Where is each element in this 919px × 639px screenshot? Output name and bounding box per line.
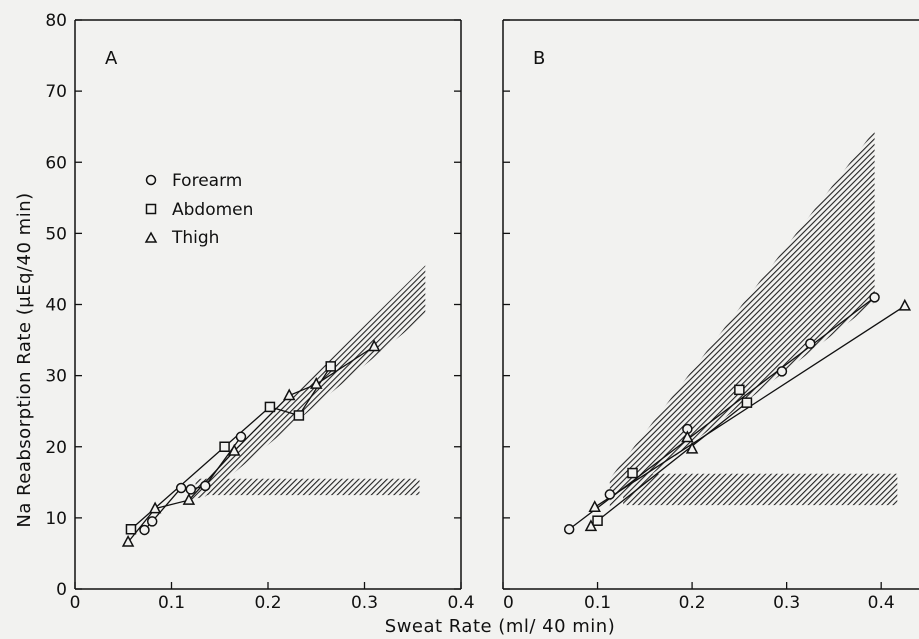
panel-a-point-thigh — [310, 377, 323, 389]
panel-b-point-thigh — [584, 519, 598, 532]
legend-item-abdomen: Abdomen — [145, 200, 253, 220]
panel-b-point-abdomen — [741, 397, 753, 408]
panel-b-fit-line-2 — [597, 402, 748, 522]
panel-a-y-tick-label: 50 — [45, 224, 67, 244]
panel-b-point-thigh — [588, 500, 601, 512]
panel-a-point-thigh — [148, 501, 162, 514]
panel-b-point-forearm — [604, 489, 616, 500]
panel-a-point-forearm — [139, 524, 150, 536]
panel-a-x-tick-label: 0.1 — [158, 593, 185, 613]
panel-b-point-abdomen — [734, 384, 745, 396]
legend-marker-square — [145, 203, 157, 215]
panel-b-point-abdomen — [627, 467, 638, 479]
panel-a-point-abdomen — [325, 361, 336, 372]
panel-a-y-tick-label: 0 — [56, 580, 67, 600]
panel-b-x-tick-label: 0.4 — [868, 593, 895, 613]
panel-a-point-abdomen — [125, 524, 137, 535]
panel-a-x-tick-label: 0.3 — [351, 593, 378, 613]
data-points — [121, 292, 912, 547]
legend-label-thigh: Thigh — [171, 228, 219, 248]
panel-a-x-tick-label: 0 — [70, 593, 81, 613]
legend-marker-triangle — [144, 231, 158, 243]
legend-label-abdomen: Abdomen — [172, 200, 253, 220]
panel-a-y-tick-label: 30 — [45, 367, 67, 387]
legend-item-forearm: Forearm — [145, 171, 242, 191]
panel-a-y-tick-label: 60 — [45, 153, 67, 173]
panel-a-y-tick-label: 10 — [45, 509, 67, 529]
panel-a-point-forearm — [146, 516, 158, 527]
panel-a-point-forearm — [200, 480, 211, 492]
panel-b-label: B — [533, 48, 545, 69]
panel-a-y-tick-label: 80 — [45, 11, 67, 31]
legend-label-forearm: Forearm — [172, 171, 242, 191]
panel-a-point-forearm — [175, 482, 187, 494]
panel-b-x-tick-label: 0.3 — [773, 593, 800, 613]
panel-a-y-tick-label: 40 — [45, 296, 67, 316]
panel-b-point-thigh — [681, 430, 694, 443]
panel-a-point-thigh — [121, 534, 135, 547]
panel-a-point-thigh — [227, 443, 241, 456]
panel-b-point-forearm — [805, 338, 816, 349]
panel-b-x-tick-label: 0.1 — [584, 593, 611, 613]
panel-b-point-forearm — [563, 524, 575, 535]
panel-b-point-forearm — [869, 292, 880, 303]
legend-item-thigh: Thigh — [144, 228, 219, 248]
panel-b-point-abdomen — [592, 515, 603, 526]
panel-b-point-thigh — [685, 441, 699, 454]
panel-a-x-tick-label: 0.2 — [254, 593, 281, 613]
shaded-bands — [188, 130, 898, 507]
panel-a-point-forearm — [235, 431, 247, 443]
panel-a-x-tick-label: 0.4 — [447, 593, 474, 613]
panel-a-y-tick-label: 20 — [45, 438, 67, 458]
panel-b-x-tick-label: 0.2 — [679, 593, 706, 613]
axes — [74, 19, 919, 590]
x-axis-title: Sweat Rate (ml/ 40 min) — [385, 616, 615, 637]
panel-a-point-forearm — [185, 484, 197, 495]
panel-b-x-tick-label: 0 — [503, 593, 514, 613]
panel-a-point-thigh — [367, 339, 381, 352]
panel-a-point-thigh — [282, 388, 296, 401]
legend-marker-circle — [145, 174, 157, 186]
panel-b-shaded-band-1 — [609, 130, 875, 507]
panel-a-y-tick-label: 70 — [45, 82, 67, 102]
chart-text: 0 10 20 30 40 50 60 70 80 0 0.1 0.2 0.3 0.4 A 0 0.1 0.2 0.… — [45, 11, 894, 613]
panel-a-point-abdomen — [219, 441, 230, 452]
panel-b-point-forearm — [776, 366, 788, 377]
panel-a-point-abdomen — [264, 401, 276, 413]
panel-a-shaded-band-2 — [195, 478, 420, 496]
y-axis-title: Na Reabsorption Rate (μEq/40 min) — [14, 192, 35, 527]
panel-b-shaded-band-2 — [623, 473, 898, 506]
panel-a-point-abdomen — [293, 410, 305, 421]
legend: Forearm Abdomen Thigh — [144, 171, 253, 248]
panel-a-point-thigh — [182, 492, 196, 505]
panel-a-label: A — [105, 48, 118, 69]
panel-a-shaded-band-1 — [188, 265, 426, 501]
panel-b-point-thigh — [898, 298, 912, 311]
